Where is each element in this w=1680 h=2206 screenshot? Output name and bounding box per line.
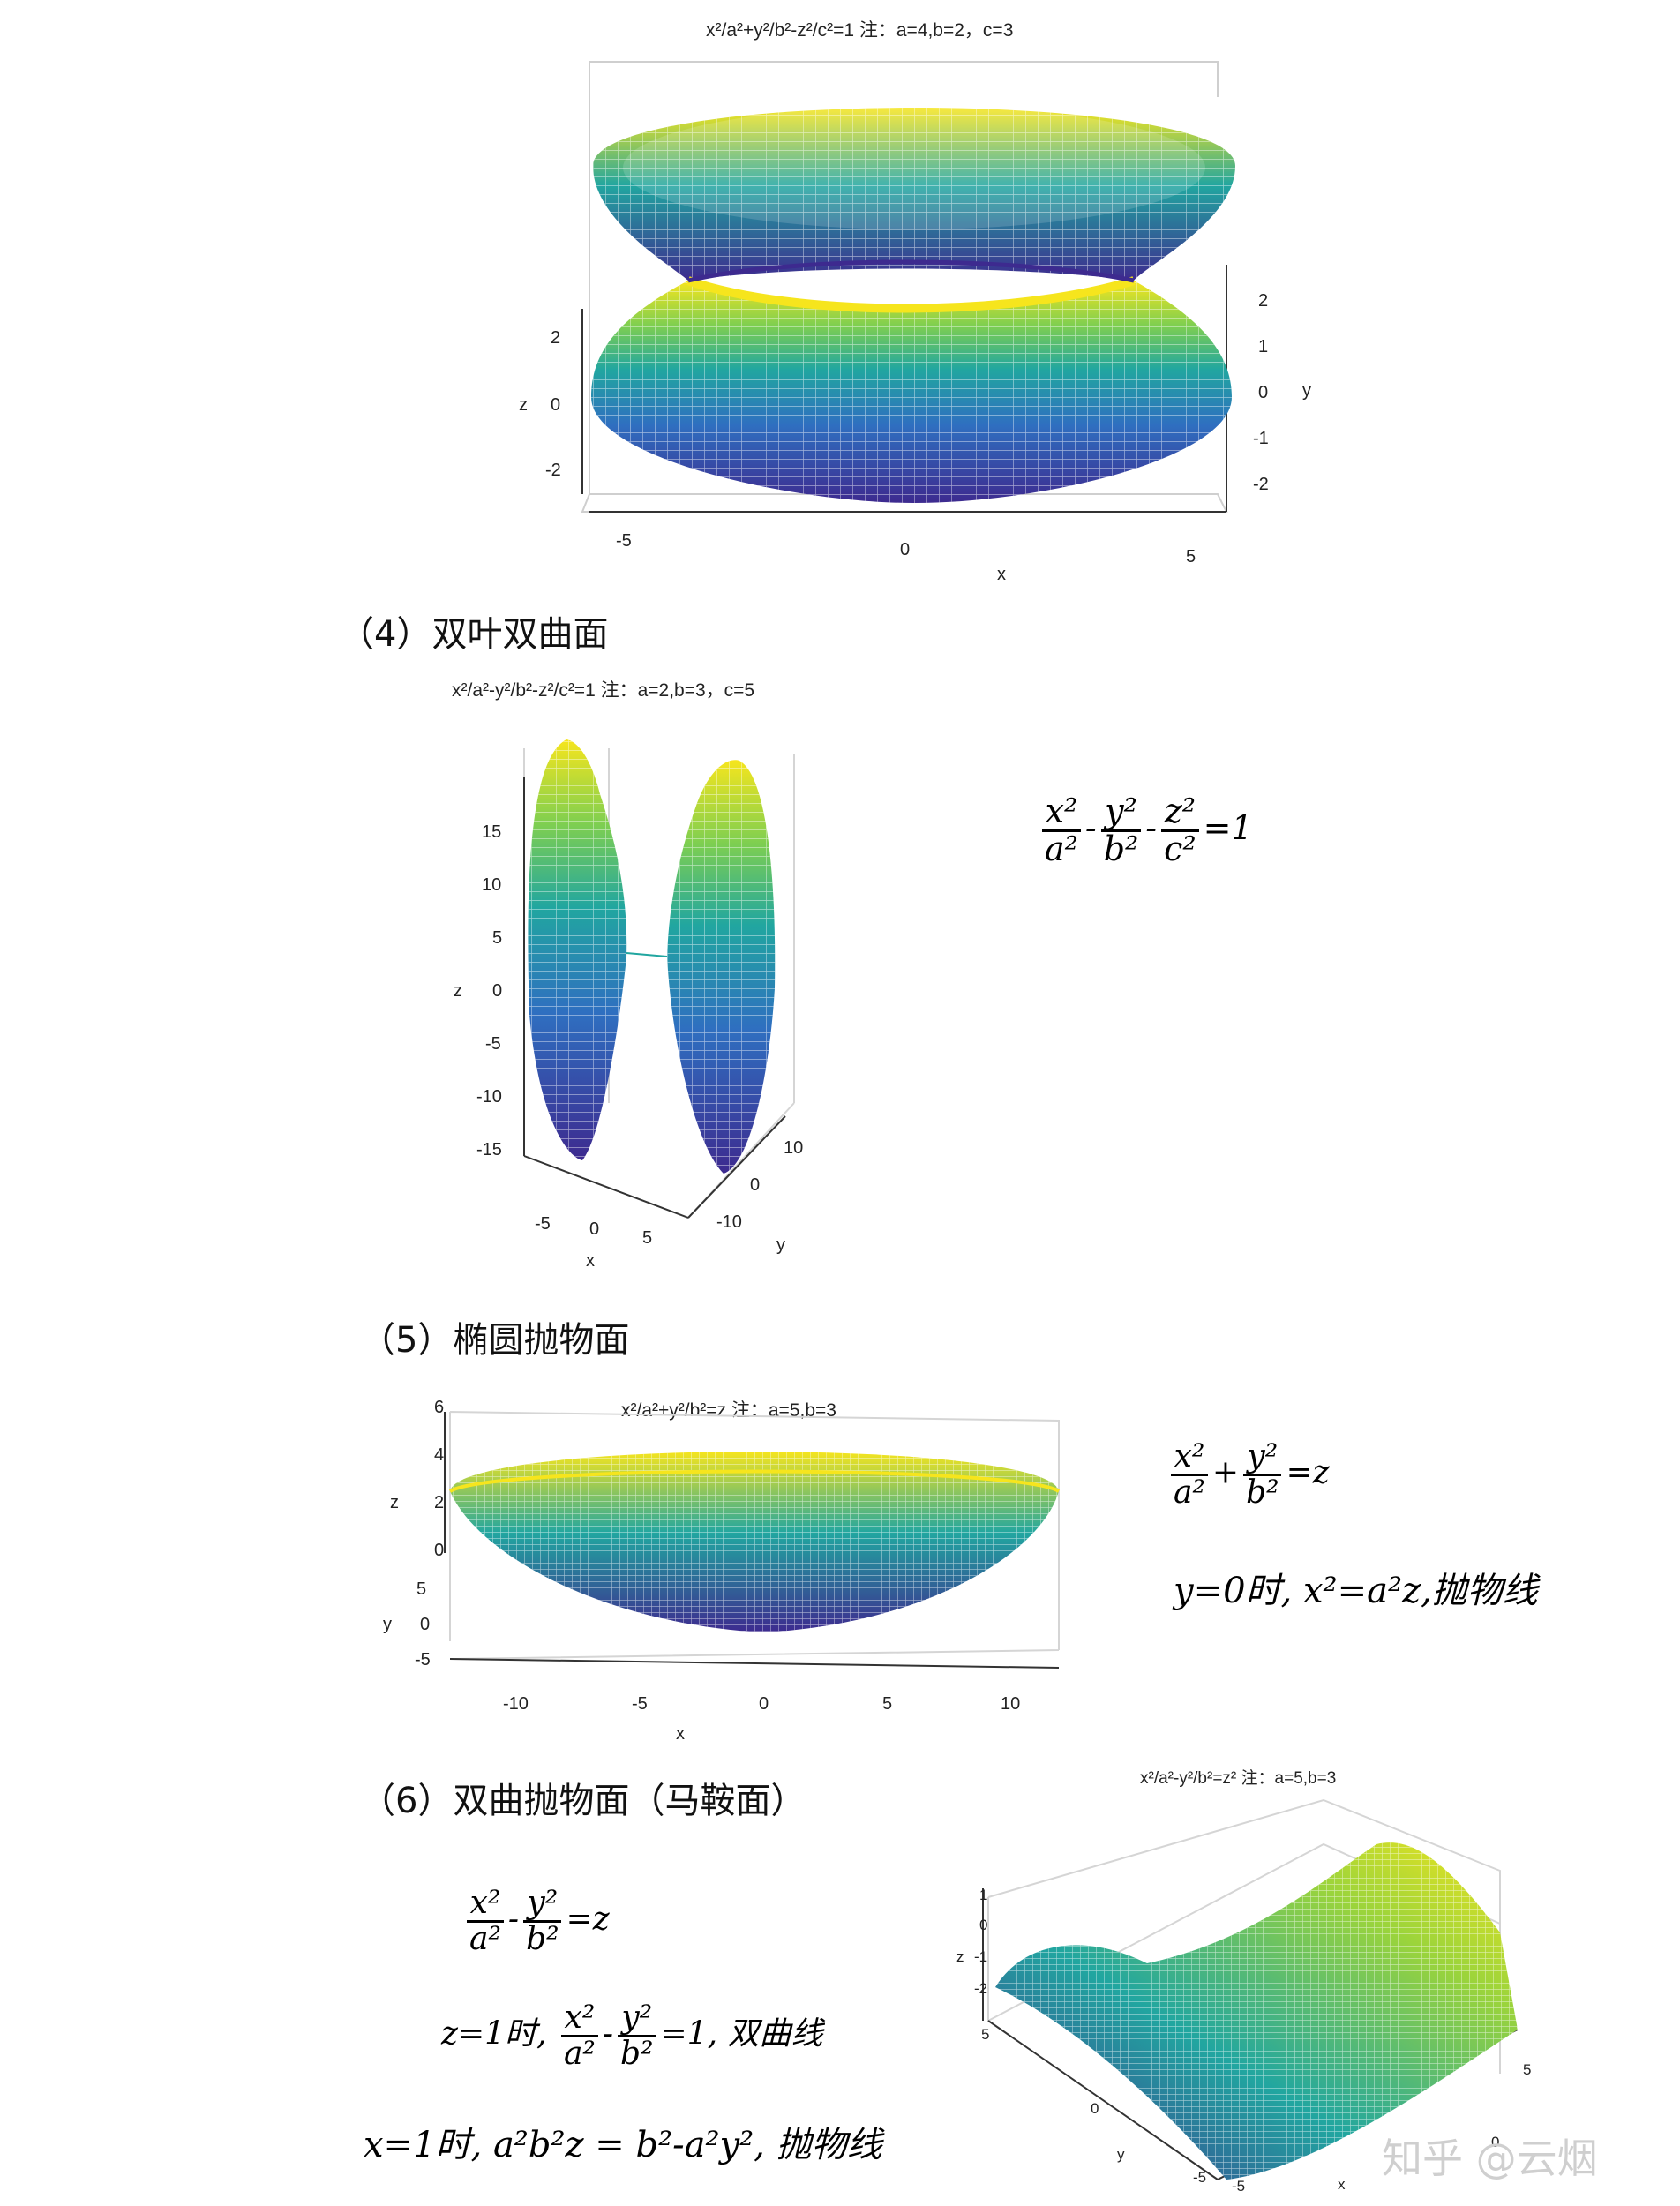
plot3-z-label: z [390,1493,399,1512]
plot3-y-tick-1: 0 [420,1615,431,1634]
plot3-y-label: y [383,1615,392,1634]
note6-a2: a² [469,1920,501,1957]
section5-title: （5）椭圆抛物面 [360,1320,630,1361]
plot2-z-tick-5: -10 [476,1087,502,1107]
plot2-z-tick-2: 5 [492,928,503,948]
plot4-x-label: x [1338,2176,1346,2193]
plot2-y-tick-0: 10 [784,1138,804,1158]
note4-b2: b² [1103,829,1139,868]
note6-x2: x² [466,1887,505,1923]
note4-a2: a² [1045,829,1078,868]
plot4-x-tick-0: 5 [1523,2061,1532,2078]
plot3-x-tick-0: -10 [503,1694,529,1714]
plot4-x-tick-2: -5 [1232,2178,1246,2195]
note5-x2: x² [1170,1440,1209,1476]
note6-y2: y² [523,1887,562,1923]
plot1-y-tick-3: -1 [1253,429,1269,448]
plot1-y-tick-1: 1 [1258,337,1269,356]
note6-l2-prefix: z=1时, [441,2015,547,2052]
plot3-x-tick-1: -5 [632,1694,648,1714]
plot2-z-tick-4: -5 [485,1034,501,1054]
plot1-z-tick-0: 2 [551,328,561,348]
note4-formula: x² a² - y² b² - z² c² =1 [1038,793,1253,868]
note6-rest: =z [566,1901,610,1938]
note6-b2: b² [526,1920,559,1957]
plot2-x-tick-2: 5 [642,1228,653,1248]
plot2-z-tick-3: 0 [492,981,503,1001]
watermark: 知乎 @云烟 [1382,2135,1598,2182]
section6-title: （6）双曲抛物面（马鞍面） [360,1781,806,1821]
plot4-z-tick-3: -2 [974,1980,988,1997]
plot2-z-tick-1: 10 [482,875,502,895]
plot3-z-tick-3: 0 [434,1541,445,1560]
plot3-z-tick-1: 4 [434,1445,445,1465]
note6-l2-y2: y² [618,2001,656,2037]
plot1-y-label: y [1302,381,1311,401]
plot4-y-tick-0: 5 [981,2026,990,2043]
plot4-y-tick-2: -5 [1193,2169,1207,2186]
plot2-z-label: z [454,981,462,1001]
note5-y2: y² [1243,1440,1282,1476]
plot3-x-tick-3: 5 [882,1694,893,1714]
plot2-y-tick-2: -10 [716,1212,742,1232]
plot3-y-tick-0: 5 [416,1579,427,1599]
plot1-y-tick-4: -2 [1253,475,1269,494]
plot4-z-tick-2: -1 [974,1948,988,1965]
plot3-x-tick-4: 10 [1001,1694,1021,1714]
note5-line2: y=0时, x²=a²z,抛物线 [1174,1571,1538,1611]
plot1-x-label: x [997,565,1006,584]
note4-y2: y² [1101,793,1141,832]
plot1-z-tick-2: -2 [545,461,561,480]
note6-line3: x=1时, a²b²z = b²-a²y², 抛物线 [364,2125,882,2165]
note5-rest: =z [1286,1454,1330,1491]
plot2-surface [523,739,795,1219]
plot2-y-label: y [776,1235,785,1255]
note6-l2-x2: x² [560,2001,599,2037]
plot3-y-tick-2: -5 [415,1650,431,1670]
plot2-x-tick-1: 0 [589,1219,600,1239]
plot1-z-label: z [519,395,528,415]
note4-c2: c² [1164,829,1196,868]
plot2-z-tick-6: -15 [476,1140,502,1159]
note6-formula: x² a² - y² b² =z [462,1887,610,1956]
plot4-z-label: z [956,1948,964,1965]
note4-z2: z² [1160,793,1200,832]
plot2-x-tick-0: -5 [535,1214,551,1234]
plot3-z-tick-2: 2 [434,1493,445,1512]
plot2-title: x²/a²-y²/b²-z²/c²=1 注：a=2,b=3，c=5 [452,680,755,701]
plot1-y-tick-2: 0 [1258,383,1269,402]
note5-a2: a² [1174,1474,1205,1511]
plot4-title: x²/a²-y²/b²=z² 注：a=5,b=3 [1140,1769,1337,1788]
plot4-z-tick-0: 1 [979,1887,988,1903]
plot1-x-tick-2: 5 [1186,547,1196,567]
plot3-z-tick-0: 6 [434,1398,445,1417]
plot3-surface [444,1411,1061,1669]
plot3-x-label: x [676,1724,685,1744]
note5-b2: b² [1246,1474,1279,1511]
note6-line2: z=1时, x² a² - y² b² =1, 双曲线 [441,2000,823,2072]
note6-l2-b2: b² [620,2035,654,2072]
plot4-y-tick-1: 0 [1091,2100,1099,2117]
plot1-surface [581,61,1235,513]
note6-l2-suffix: =1, 双曲线 [660,2015,823,2052]
section4-title: （4）双叶双曲面 [339,614,609,655]
plot2-z-tick-0: 15 [482,822,502,842]
plot1-title: x²/a²+y²/b²-z²/c²=1 注：a=4,b=2，c=3 [706,20,1014,41]
plot3-x-tick-2: 0 [759,1694,769,1714]
plot2-y-tick-1: 0 [750,1175,761,1195]
plot1-x-tick-1: 0 [900,540,911,559]
plot1-z-tick-1: 0 [551,395,561,415]
plot4-y-label: y [1117,2146,1125,2163]
note6-l2-a2: a² [563,2035,596,2072]
plot4-x-tick-1: 0 [1491,2134,1500,2150]
plot1-y-tick-0: 2 [1258,291,1269,311]
note4-x2: x² [1041,793,1082,832]
note4-rest: =1 [1203,807,1253,847]
note5-formula: x² a² + y² b² =z [1166,1440,1330,1510]
plot1-x-tick-0: -5 [616,531,632,551]
plot2-x-label: x [586,1251,595,1271]
plot4-z-tick-1: 0 [979,1917,988,1933]
